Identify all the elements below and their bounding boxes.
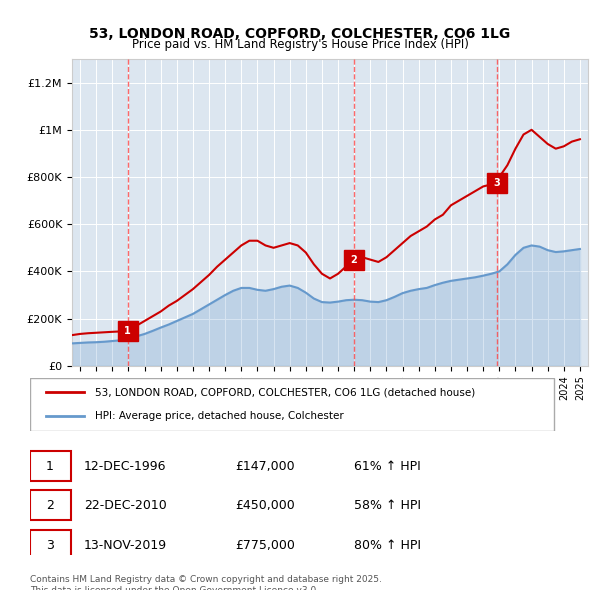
FancyBboxPatch shape (30, 490, 71, 520)
Text: £775,000: £775,000 (235, 539, 295, 552)
FancyBboxPatch shape (30, 451, 71, 481)
Text: 53, LONDON ROAD, COPFORD, COLCHESTER, CO6 1LG (detached house): 53, LONDON ROAD, COPFORD, COLCHESTER, CO… (95, 388, 475, 398)
Text: 61% ↑ HPI: 61% ↑ HPI (354, 460, 421, 473)
Text: £450,000: £450,000 (235, 499, 295, 512)
Text: 22-DEC-2010: 22-DEC-2010 (84, 499, 167, 512)
Text: Contains HM Land Registry data © Crown copyright and database right 2025.
This d: Contains HM Land Registry data © Crown c… (30, 575, 382, 590)
Text: 80% ↑ HPI: 80% ↑ HPI (354, 539, 421, 552)
Text: 3: 3 (494, 178, 500, 188)
FancyBboxPatch shape (30, 530, 71, 560)
Text: 13-NOV-2019: 13-NOV-2019 (84, 539, 167, 552)
Text: £147,000: £147,000 (235, 460, 295, 473)
Text: 1: 1 (124, 326, 131, 336)
Text: HPI: Average price, detached house, Colchester: HPI: Average price, detached house, Colc… (95, 411, 344, 421)
FancyBboxPatch shape (30, 378, 554, 431)
Text: 2: 2 (350, 255, 357, 264)
Text: 12-DEC-1996: 12-DEC-1996 (84, 460, 167, 473)
Text: Price paid vs. HM Land Registry's House Price Index (HPI): Price paid vs. HM Land Registry's House … (131, 38, 469, 51)
Text: 1: 1 (46, 460, 54, 473)
Text: 2: 2 (46, 499, 54, 512)
Text: 58% ↑ HPI: 58% ↑ HPI (354, 499, 421, 512)
Text: 53, LONDON ROAD, COPFORD, COLCHESTER, CO6 1LG: 53, LONDON ROAD, COPFORD, COLCHESTER, CO… (89, 27, 511, 41)
Text: 3: 3 (46, 539, 54, 552)
